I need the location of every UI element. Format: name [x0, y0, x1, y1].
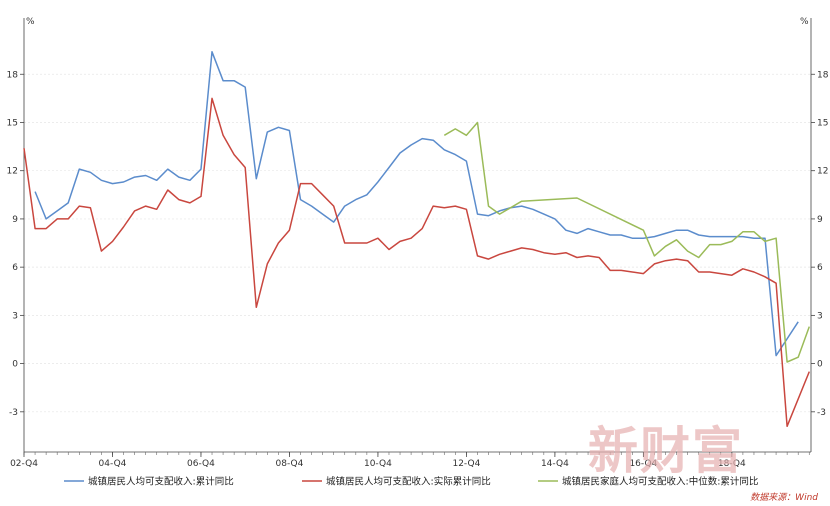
legend-label: 城镇居民人均可支配收入:实际累计同比: [326, 476, 491, 488]
y-tick-label: 6: [12, 263, 18, 273]
x-tick-label: 12-Q4: [452, 459, 480, 469]
series-line-1: [34, 51, 799, 357]
x-tick-label: 04-Q4: [99, 459, 127, 469]
series-lines: [23, 51, 811, 428]
x-tick-label: 18-Q4: [718, 459, 746, 469]
y-tick-label: 9: [12, 215, 18, 225]
y-tick-label: -3: [9, 408, 18, 418]
y-tick-label: 0: [817, 360, 823, 370]
y-unit-left: %: [26, 17, 35, 27]
x-tick-label: 02-Q4: [10, 459, 38, 469]
y-tick-label: 18: [7, 70, 19, 80]
series-line-2: [23, 97, 810, 428]
x-tick-label: 16-Q4: [629, 459, 657, 469]
y-tick-label: 3: [817, 311, 823, 321]
y-axis-left-ticks: -3 0 3 6 9 12 15 18: [7, 70, 24, 418]
y-tick-label: 15: [817, 118, 828, 128]
legend-label: 城镇居民人均可支配收入:累计同比: [88, 476, 234, 488]
y-tick-label: 12: [7, 167, 18, 177]
series-line-3: [443, 121, 811, 363]
y-tick-label: -3: [817, 408, 826, 418]
x-tick-label: 10-Q4: [364, 459, 392, 469]
legend-label: 城镇居民家庭人均可支配收入:中位数:累计同比: [562, 476, 758, 488]
y-tick-label: 3: [12, 311, 18, 321]
y-tick-label: 0: [12, 360, 18, 370]
gridlines: [24, 73, 811, 413]
x-tick-label: 14-Q4: [541, 459, 569, 469]
y-tick-label: 15: [7, 118, 18, 128]
y-unit-right: %: [800, 17, 809, 27]
y-axis-right-ticks: -3 0 3 6 9 12 15 18: [811, 70, 829, 418]
legend: 城镇居民人均可支配收入:累计同比 城镇居民人均可支配收入:实际累计同比 城镇居民家庭…: [64, 476, 758, 488]
axes: % %: [23, 17, 812, 453]
y-tick-label: 18: [817, 70, 829, 80]
y-tick-label: 9: [817, 215, 823, 225]
y-tick-label: 6: [817, 263, 823, 273]
y-tick-label: 12: [817, 167, 828, 177]
watermark-text: 新财富: [588, 421, 744, 480]
source-label: 数据来源：Wind: [750, 492, 818, 503]
x-tick-label: 08-Q4: [276, 459, 304, 469]
x-tick-label: 06-Q4: [187, 459, 215, 469]
x-axis-ticks: 02-Q4 04-Q4 06-Q4 08-Q4 10-Q4 12-Q4 14-Q4 16-Q4…: [10, 452, 810, 469]
